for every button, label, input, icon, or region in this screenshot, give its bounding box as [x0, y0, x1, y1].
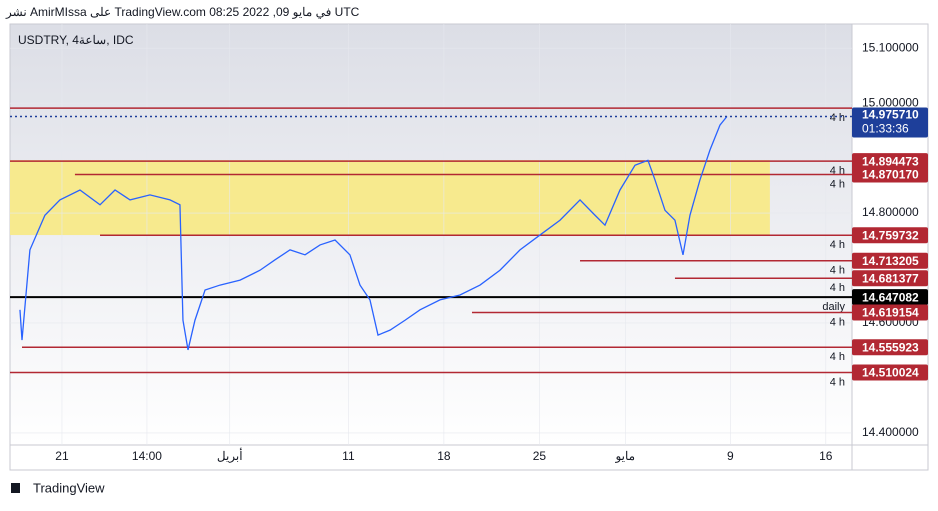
level-price-label: 14.647082 [862, 290, 919, 304]
x-tick-label: أبريل [217, 448, 243, 463]
level-price-box [852, 364, 928, 381]
countdown: 01:33:36 [862, 122, 909, 136]
level-timeframe: 4 h [830, 282, 845, 294]
level-timeframe: 4 h [830, 351, 845, 363]
level-price-label: 14.713205 [862, 254, 919, 268]
level-price-label: 14.681377 [862, 271, 919, 285]
y-tick-label: 15.000000 [862, 95, 919, 109]
level-price-label: 14.759732 [862, 228, 919, 242]
x-tick-label: 11 [342, 449, 355, 463]
x-tick-label: 16 [819, 449, 833, 463]
level-price-box [852, 252, 928, 269]
level-price-box [852, 289, 928, 306]
y-tick-label: 14.400000 [862, 425, 919, 439]
x-tick-label: مايو [614, 449, 635, 463]
frame [9, 23, 929, 471]
logo [11, 483, 20, 493]
y-tick-label: 15.100000 [862, 40, 919, 54]
level-timeframe: 4 h [830, 376, 845, 388]
level-price-box [852, 227, 928, 244]
caption: نشر AmirMIssa على TradingView.com في ماي… [5, 5, 360, 19]
level-price-label: 14.619154 [862, 306, 919, 320]
level-price-label: 14.870170 [862, 168, 919, 182]
brand: TradingView [33, 480, 105, 495]
level-timeframe: 4 h [830, 112, 845, 124]
level-price-box [852, 339, 928, 356]
price-line [19, 116, 728, 351]
symbol-title: USDTRY, 4ساعة, IDC [18, 33, 134, 47]
x-tick-label: 14:00 [132, 449, 162, 463]
level-price-box [852, 153, 928, 170]
x-tick-label: 25 [533, 449, 547, 463]
current-price-box [852, 107, 928, 138]
level-price-box [852, 166, 928, 183]
x-tick-label: 21 [55, 449, 69, 463]
level-price-label: 14.894473 [862, 154, 919, 168]
level-price-label: 14.555923 [862, 340, 919, 354]
level-price-box [852, 304, 928, 321]
level-price-label: 14.510024 [862, 366, 919, 380]
x-tick-label: 9 [727, 449, 734, 463]
level-price-box [852, 270, 928, 287]
level-timeframe: daily [822, 301, 845, 313]
level-timeframe: 4 h [830, 178, 845, 190]
level-timeframe: 4 h [830, 316, 845, 328]
y-tick-label: 14.800000 [862, 205, 919, 219]
x-tick-label: 18 [437, 449, 451, 463]
current-price-label: 14.975710 [862, 108, 919, 122]
zone [10, 160, 770, 236]
level-timeframe: 4 h [830, 265, 845, 277]
level-timeframe: 4 h [830, 239, 845, 251]
